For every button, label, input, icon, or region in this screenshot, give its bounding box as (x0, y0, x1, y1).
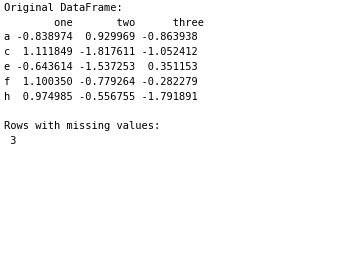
Text: Original DataFrame:
        one       two      three
a -0.838974  0.929969 -0.86: Original DataFrame: one two three a -0.8… (4, 3, 204, 146)
